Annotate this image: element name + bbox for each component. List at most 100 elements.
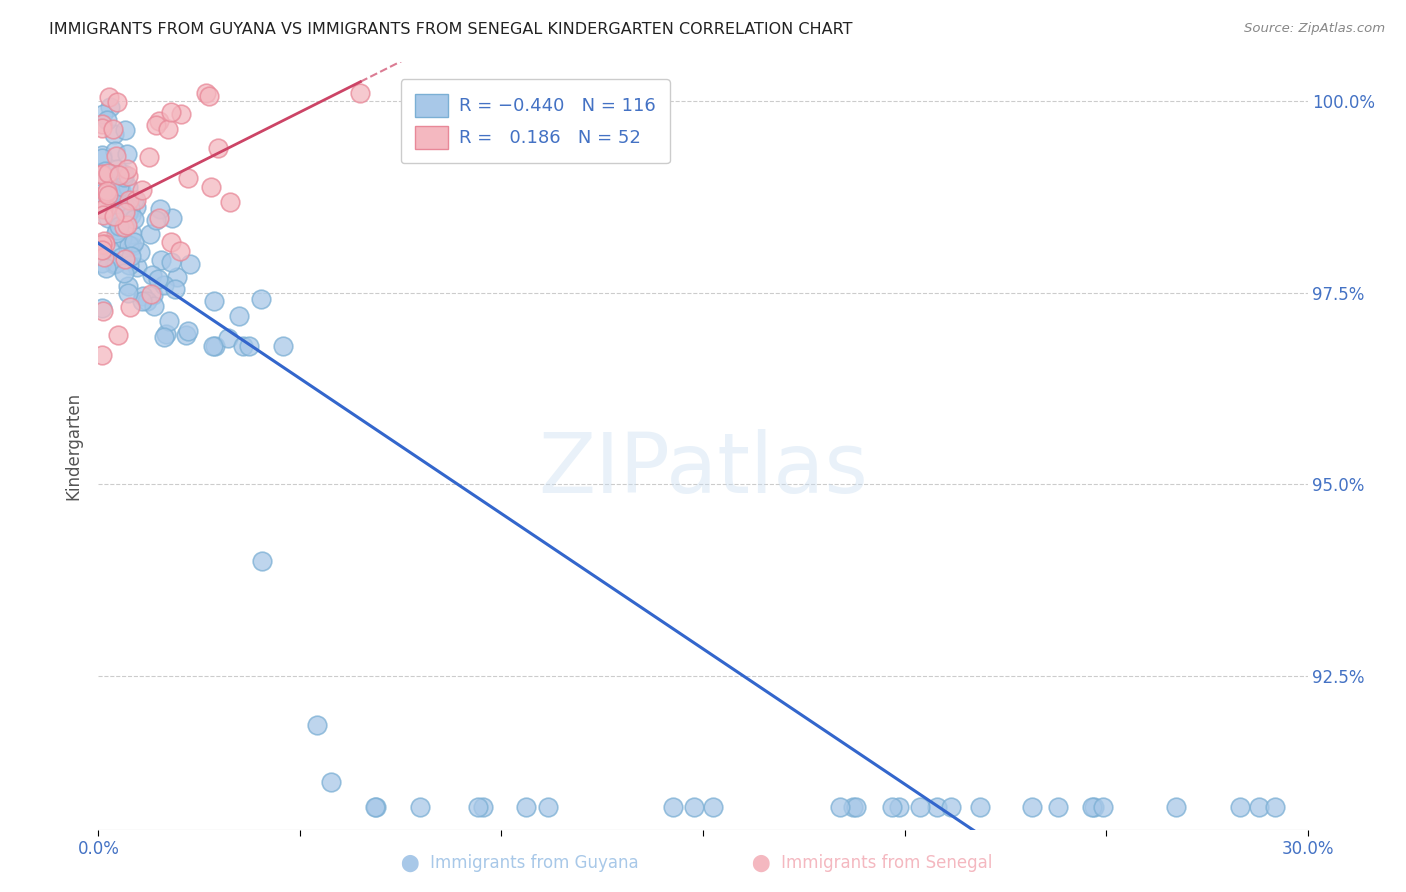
Point bbox=[149, 253, 172, 268]
Point bbox=[159, 104, 181, 119]
Point bbox=[110, 250, 132, 264]
Point bbox=[118, 201, 141, 215]
Point bbox=[159, 254, 181, 268]
Point bbox=[118, 193, 141, 207]
Point bbox=[117, 285, 139, 300]
Point bbox=[160, 211, 183, 226]
Point bbox=[91, 117, 114, 131]
Point bbox=[349, 86, 371, 100]
Point bbox=[112, 167, 135, 181]
Point bbox=[110, 183, 132, 197]
Point bbox=[104, 196, 127, 211]
Point bbox=[96, 112, 118, 127]
Point bbox=[98, 100, 121, 114]
Point bbox=[114, 123, 136, 137]
Point bbox=[165, 282, 187, 296]
Point bbox=[114, 252, 136, 266]
Point bbox=[125, 260, 148, 274]
Point bbox=[238, 339, 260, 353]
Point bbox=[96, 184, 118, 198]
Point bbox=[141, 268, 163, 282]
Point bbox=[108, 168, 131, 182]
Text: Source: ZipAtlas.com: Source: ZipAtlas.com bbox=[1244, 22, 1385, 36]
Point bbox=[889, 799, 911, 814]
Point bbox=[683, 799, 706, 814]
Point bbox=[105, 226, 128, 240]
Point bbox=[91, 121, 114, 136]
Point bbox=[537, 799, 560, 814]
Point bbox=[115, 196, 138, 211]
Point bbox=[91, 243, 114, 257]
Point bbox=[125, 193, 148, 207]
Point bbox=[136, 293, 159, 308]
Point bbox=[103, 209, 125, 223]
Point bbox=[91, 167, 114, 181]
Point bbox=[93, 251, 115, 265]
Point bbox=[112, 220, 135, 235]
Point bbox=[108, 180, 131, 194]
Point bbox=[91, 348, 114, 362]
Point bbox=[100, 205, 122, 219]
Point bbox=[91, 167, 114, 181]
Point bbox=[207, 141, 229, 155]
Point bbox=[121, 227, 143, 241]
Point bbox=[94, 236, 117, 251]
Point bbox=[100, 186, 122, 201]
Point bbox=[94, 201, 117, 215]
Point bbox=[107, 327, 129, 342]
Point bbox=[112, 169, 135, 184]
Point bbox=[118, 238, 141, 252]
Point bbox=[200, 179, 222, 194]
Point bbox=[842, 799, 865, 814]
Point bbox=[515, 799, 537, 814]
Point bbox=[122, 235, 145, 249]
Point bbox=[94, 201, 117, 215]
Point bbox=[117, 180, 139, 194]
Point bbox=[1249, 799, 1271, 814]
Point bbox=[128, 245, 150, 260]
Text: ZIPatlas: ZIPatlas bbox=[538, 428, 868, 509]
Point bbox=[204, 293, 226, 308]
Point bbox=[201, 339, 224, 353]
Point bbox=[149, 202, 172, 216]
Point bbox=[176, 328, 198, 343]
Point bbox=[157, 314, 180, 328]
Point bbox=[91, 186, 114, 200]
Point bbox=[112, 266, 135, 280]
Point bbox=[170, 107, 193, 121]
Point bbox=[131, 183, 153, 197]
Point bbox=[228, 309, 250, 323]
Point bbox=[91, 256, 114, 270]
Text: ⬤  Immigrants from Guyana: ⬤ Immigrants from Guyana bbox=[401, 855, 640, 872]
Point bbox=[321, 774, 343, 789]
Point bbox=[91, 237, 114, 252]
Point bbox=[152, 278, 174, 293]
Point bbox=[197, 88, 219, 103]
Point bbox=[828, 799, 851, 814]
Point bbox=[97, 187, 120, 202]
Point bbox=[467, 799, 489, 814]
Point bbox=[105, 161, 128, 176]
Point bbox=[138, 150, 160, 164]
Point bbox=[232, 339, 254, 353]
Point bbox=[105, 223, 128, 237]
Point bbox=[148, 211, 170, 226]
Point bbox=[139, 227, 162, 241]
Point bbox=[1083, 799, 1105, 814]
Point bbox=[1164, 799, 1187, 814]
Point bbox=[179, 257, 201, 271]
Point bbox=[98, 90, 121, 104]
Point bbox=[91, 168, 114, 182]
Point bbox=[105, 149, 128, 163]
Point bbox=[145, 118, 167, 132]
Point bbox=[122, 193, 145, 207]
Point bbox=[366, 799, 388, 814]
Point bbox=[1021, 799, 1043, 814]
Point bbox=[104, 145, 127, 159]
Point bbox=[131, 294, 153, 309]
Text: ⬤  Immigrants from Senegal: ⬤ Immigrants from Senegal bbox=[752, 855, 991, 872]
Point bbox=[969, 799, 991, 814]
Point bbox=[148, 114, 170, 128]
Point bbox=[117, 278, 139, 293]
Point bbox=[93, 234, 115, 248]
